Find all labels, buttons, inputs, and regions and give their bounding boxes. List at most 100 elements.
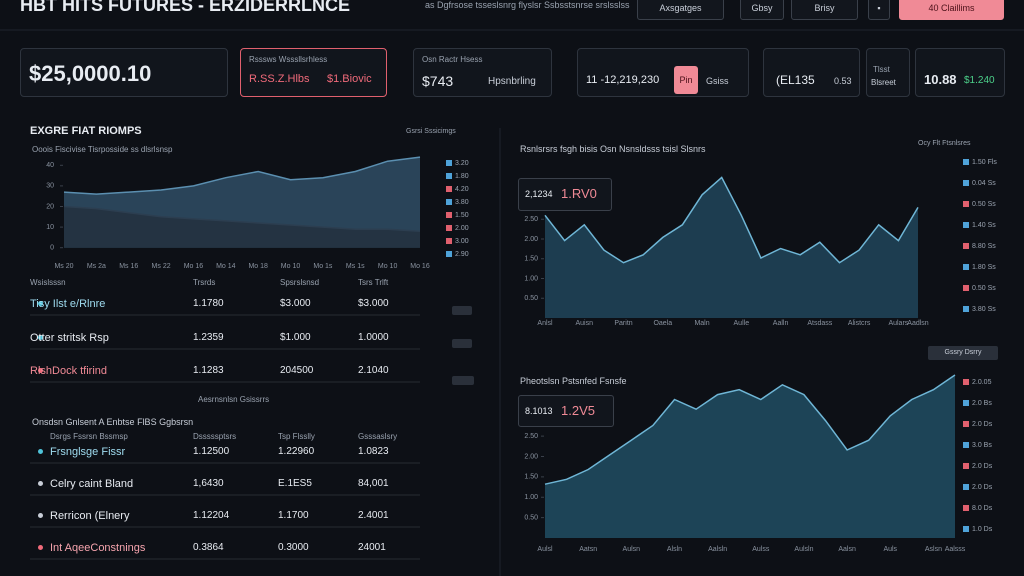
stat-value: R.SS.Z.Hlbs <box>249 73 310 85</box>
stat-change: Blsreet <box>871 78 896 87</box>
legend-swatch <box>963 264 969 270</box>
y-tick-label: 0 <box>50 245 54 252</box>
legend-label: 1.50 <box>455 212 469 219</box>
stat-change: Hpsnbrling <box>488 76 536 87</box>
legend-label: 2.00 <box>455 225 469 232</box>
column-header: Tsrs Trlft <box>358 278 389 287</box>
legend-label: 2.0 Ds <box>972 463 993 470</box>
panel-action[interactable]: Gsrsi Sssicimgs <box>406 128 456 135</box>
x-tick-label: Ms 2a <box>87 263 106 270</box>
cell: 1.22960 <box>278 446 315 457</box>
x-tick-label: Paritn <box>614 320 632 327</box>
stat-value: 10.88 <box>924 72 957 87</box>
stat-card: Osn Ractr Hsess $743 Hpsnbrling <box>413 48 552 97</box>
row-action[interactable] <box>452 339 472 348</box>
panel-subtitle: Ooois Fiscivise Tisrposside ss dlsrlsnsp <box>32 145 173 154</box>
y-tick-label: 20 <box>46 203 54 210</box>
legend-swatch <box>963 442 969 448</box>
legend-label: 2.0 Ds <box>972 421 993 428</box>
cell: 0.3000 <box>278 542 309 553</box>
stat-card: $25,0000.10 <box>20 48 228 97</box>
column-header: Gsssaslsry <box>358 432 398 441</box>
legend-label: 3.80 Ss <box>972 306 996 313</box>
x-tick-label: Ms 22 <box>152 263 171 270</box>
legend-swatch <box>963 505 969 511</box>
legend-swatch <box>963 526 969 532</box>
x-tick-label: Aulsn <box>623 546 641 553</box>
row-name: RlshDock tfirind <box>30 365 108 377</box>
table-footer: Aesrnsnlsn Gsissrrs <box>198 395 270 404</box>
callout-value: 8.1013 <box>525 406 553 416</box>
x-tick-label: Alistcrs <box>848 320 871 327</box>
cell: 1.0000 <box>358 332 389 343</box>
icon-button[interactable]: ▪ <box>868 0 890 20</box>
nav-button[interactable]: Brisy <box>791 0 858 20</box>
legend-label: 0.50 Ss <box>972 201 996 208</box>
column-header: Tsp Flsslly <box>278 432 315 441</box>
legend-label: 1.40 Ss <box>972 222 996 229</box>
cta-button[interactable]: 40 Claillims <box>899 0 1004 20</box>
x-tick-label: Mo 16 <box>410 263 430 270</box>
legend-swatch <box>963 159 969 165</box>
cell: E.1ES5 <box>278 478 312 489</box>
row-name: Tisy Ilst e/Rlnre <box>30 298 106 310</box>
row-action[interactable] <box>452 306 472 315</box>
cell: 1.0823 <box>358 446 389 457</box>
chart-action[interactable]: Ocy Flt Ftsnlsres <box>918 140 971 147</box>
legend-label: 3.20 <box>455 160 469 167</box>
chart-button[interactable]: Gssry Dsrry <box>928 346 998 360</box>
x-tick-label: Mo 1s <box>313 263 333 270</box>
row-name: Frsnglsge Fissr <box>50 446 126 458</box>
y-tick-label: 2.00 <box>524 236 538 243</box>
x-tick-label: Atsdass <box>807 320 832 327</box>
area-line <box>63 205 421 232</box>
y-tick-label: 1.50 <box>524 256 538 263</box>
x-tick-label: Aalln <box>773 320 789 327</box>
app-title: HBT HITS FUTURES - ERZIDERRLNCE <box>20 0 350 15</box>
x-tick-label: Auisn <box>576 320 594 327</box>
stat-label: Rsssws Wsssllsrhless <box>249 55 328 64</box>
legend-label: 0.04 Ss <box>972 180 996 187</box>
row-action[interactable] <box>452 376 474 385</box>
legend-swatch <box>963 180 969 186</box>
x-tick-label: Oaela <box>653 320 672 327</box>
x-tick-label: Mo 10 <box>378 263 398 270</box>
stat-change: $1.240 <box>964 75 995 86</box>
x-tick-label: Mo 18 <box>248 263 268 270</box>
row-dot <box>38 545 43 550</box>
column-header: Wsislsssn <box>30 278 66 287</box>
row-name: Rerricon (Elnery <box>50 510 130 522</box>
cell: 1,6430 <box>193 478 224 489</box>
cell: 24001 <box>358 542 386 553</box>
x-tick-label: Aalsss <box>945 546 966 553</box>
nav-button[interactable]: Gbsy <box>740 0 784 20</box>
row-name: Int AqeeConstnings <box>50 542 146 554</box>
chart-callout: 8.1013 1.2V5 <box>518 395 614 427</box>
legend-label: 3.00 <box>455 238 469 245</box>
area-fill <box>545 177 918 318</box>
nav-button[interactable]: Axsgatges <box>637 0 724 20</box>
legend-label: 8.0 Ds <box>972 505 993 512</box>
x-tick-label: Aatsn <box>579 546 597 553</box>
y-tick-label: 2.50 <box>524 216 538 223</box>
legend-label: 2.0 Bs <box>972 400 992 407</box>
stat-value: $25,0000.10 <box>29 61 152 86</box>
callout-change: 1.RV0 <box>561 186 597 201</box>
y-tick-label: 10 <box>46 224 54 231</box>
x-tick-label: Mo 10 <box>281 263 301 270</box>
stat-label: Osn Ractr Hsess <box>422 55 483 64</box>
column-header: Spsrslsnsd <box>280 278 320 287</box>
cell: 2.4001 <box>358 510 389 521</box>
x-tick-label: Aulle <box>734 320 750 327</box>
y-tick-label: 0.50 <box>524 514 538 521</box>
row-dot <box>38 335 43 340</box>
stat-badge[interactable]: Pin <box>674 66 698 94</box>
x-tick-label: Aulars <box>888 320 908 327</box>
legend-swatch <box>963 379 969 385</box>
legend-label: 2.90 <box>455 251 469 258</box>
x-tick-label: Ms 1s <box>346 263 365 270</box>
legend-swatch <box>963 306 969 312</box>
x-tick-label: Aadlsn <box>907 320 929 327</box>
